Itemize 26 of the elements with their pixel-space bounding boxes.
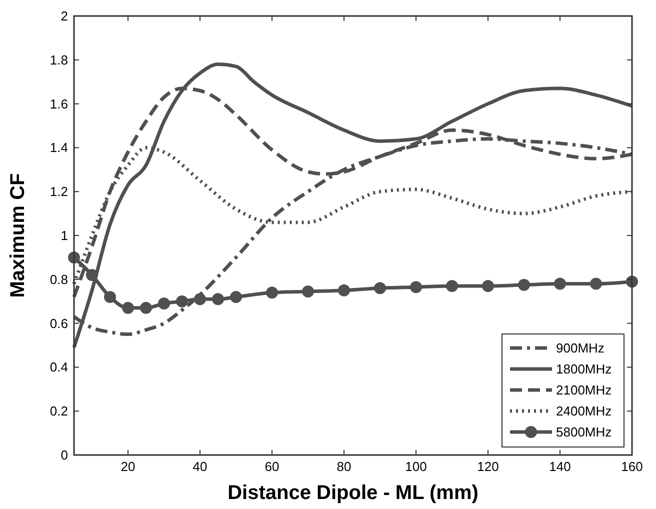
x-axis-title: Distance Dipole - ML (mm) — [228, 482, 478, 504]
x-tick-label: 80 — [336, 459, 352, 474]
y-tick-label: 0.8 — [50, 272, 68, 287]
y-tick-label: 0.4 — [50, 360, 68, 375]
legend-label: 5800MHz — [556, 424, 612, 440]
y-axis-title: Maximum CF — [7, 173, 29, 298]
x-tick-label: 140 — [549, 459, 571, 474]
y-tick-label: 1.2 — [50, 184, 68, 200]
legend-label: 1800MHz — [556, 362, 612, 376]
y-tick-label: 0 — [60, 448, 68, 462]
legend-label: 2400MHz — [556, 404, 612, 418]
x-tick-label: 120 — [477, 459, 499, 474]
x-tick-label: 40 — [192, 459, 208, 474]
x-tick-label: 100 — [405, 459, 427, 474]
y-tick-label: 1.6 — [50, 96, 68, 112]
y-tick-label: 1.8 — [50, 52, 68, 68]
x-tick-label: 160 — [621, 459, 643, 474]
y-tick-label: 1.4 — [50, 140, 68, 156]
y-tick-label: 0.6 — [50, 316, 68, 331]
legend-label: 900MHz — [556, 340, 604, 356]
legend-label: 2100MHz — [556, 382, 612, 398]
y-tick-label: 2 — [60, 8, 68, 24]
y-tick-label: 1 — [60, 228, 68, 243]
x-tick-label: 60 — [264, 459, 280, 474]
y-tick-label: 0.2 — [50, 404, 68, 419]
x-tick-label: 20 — [120, 459, 136, 474]
